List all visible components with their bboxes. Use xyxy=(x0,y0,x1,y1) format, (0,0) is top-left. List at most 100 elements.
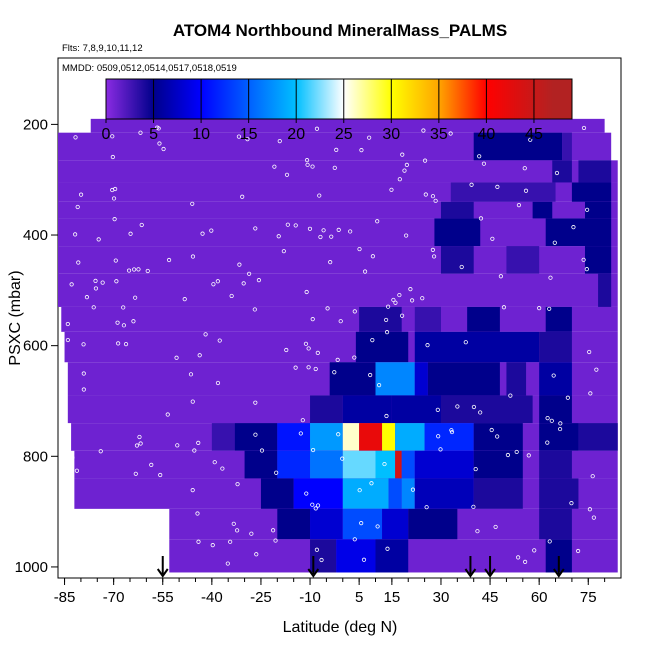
heatmap-cell xyxy=(414,478,474,509)
sample-marker xyxy=(404,162,409,167)
x-tick-label: 45 xyxy=(482,589,499,606)
colorbar-tick-label: 20 xyxy=(287,126,305,143)
sample-marker xyxy=(81,371,86,376)
sample-marker xyxy=(139,222,144,228)
sample-marker xyxy=(81,342,86,347)
sample-marker xyxy=(182,297,187,302)
arrow-head xyxy=(464,568,477,578)
heatmap-band xyxy=(58,201,618,219)
sample-marker xyxy=(328,260,333,265)
colorbar-tick-label: 5 xyxy=(149,126,158,143)
sample-marker xyxy=(475,529,480,534)
heatmap-cell xyxy=(375,362,415,396)
x-tick-label: -70 xyxy=(103,589,125,606)
heatmap-layer xyxy=(58,118,618,573)
heatmap-band xyxy=(58,273,618,307)
sample-marker xyxy=(228,539,233,544)
sample-marker xyxy=(165,412,170,417)
sample-marker xyxy=(352,309,357,314)
sample-marker xyxy=(505,452,511,458)
heatmap-cell xyxy=(310,539,337,573)
colorbar-ticks: 0 5 10 15 20 25 30 35 40 45 xyxy=(102,79,543,143)
sample-marker xyxy=(304,491,309,496)
heatmap-cell xyxy=(310,423,343,451)
heatmap-cell xyxy=(539,423,579,451)
sample-marker xyxy=(285,222,290,227)
heatmap-cell xyxy=(375,539,409,573)
x-tick-label: -25 xyxy=(250,589,272,606)
sample-marker xyxy=(235,482,240,487)
sample-marker xyxy=(409,298,415,303)
sample-marker xyxy=(241,281,246,286)
heatmap-cell xyxy=(450,182,556,202)
x-tick-label: -40 xyxy=(201,589,223,606)
sample-marker xyxy=(313,506,318,511)
heatmap-cell xyxy=(277,508,311,540)
sample-marker xyxy=(493,524,498,530)
sample-marker xyxy=(304,289,309,295)
sample-marker xyxy=(558,421,563,426)
dates-note: MMDD: 0509,0512,0514,0517,0518,0519 xyxy=(62,63,237,74)
heatmap-cell xyxy=(578,423,618,451)
sample-marker xyxy=(73,135,78,140)
x-tick-label: -85 xyxy=(54,589,76,606)
heatmap-cell xyxy=(244,450,278,479)
sample-marker xyxy=(270,528,276,533)
sample-marker xyxy=(400,152,405,157)
sample-marker xyxy=(317,193,322,198)
sample-marker xyxy=(591,515,596,520)
sample-marker xyxy=(385,304,391,309)
colorbar xyxy=(105,78,573,120)
x-tick-label: 5 xyxy=(355,589,363,606)
sample-marker xyxy=(357,246,362,252)
sample-marker xyxy=(545,416,550,421)
sample-marker xyxy=(137,434,142,440)
sample-marker xyxy=(212,460,217,465)
sample-marker xyxy=(114,557,119,563)
sample-marker xyxy=(430,194,436,199)
sample-marker xyxy=(569,501,574,506)
sample-marker xyxy=(235,528,240,533)
sample-marker xyxy=(449,428,454,433)
sample-marker xyxy=(175,443,180,448)
colorbar-tick-label: 45 xyxy=(525,126,543,143)
sample-marker xyxy=(329,234,334,239)
sample-marker xyxy=(306,365,311,370)
sample-marker xyxy=(357,488,362,493)
heatmap-band xyxy=(61,306,618,332)
sample-marker xyxy=(195,511,200,516)
sample-marker xyxy=(325,306,330,311)
sample-marker xyxy=(70,455,75,460)
sample-marker xyxy=(76,260,81,265)
sample-marker xyxy=(281,249,286,254)
colorbar-tick-label: 25 xyxy=(335,126,353,143)
heatmap-cell xyxy=(401,478,415,509)
sample-marker xyxy=(166,257,172,263)
heatmap-cell xyxy=(539,478,579,509)
sample-marker xyxy=(174,355,179,360)
sample-marker xyxy=(404,233,409,238)
sample-marker xyxy=(547,306,552,311)
sample-marker xyxy=(236,134,242,139)
x-tick-label: 15 xyxy=(384,589,401,606)
heatmap-cell xyxy=(375,450,396,479)
colorbar-tick-label: 40 xyxy=(478,126,496,143)
sample-marker xyxy=(110,187,115,193)
sample-marker xyxy=(116,341,121,346)
sample-marker xyxy=(508,393,513,398)
sample-marker xyxy=(84,295,90,300)
sample-marker xyxy=(522,166,527,171)
heatmap-cell xyxy=(382,508,409,540)
heatmap-cell xyxy=(440,395,533,424)
sample-marker xyxy=(240,194,245,199)
heatmap-cell xyxy=(434,218,481,247)
sample-marker xyxy=(319,557,324,563)
heatmap-cell xyxy=(440,246,474,274)
sample-marker xyxy=(587,507,592,512)
sample-marker xyxy=(576,548,581,554)
sample-marker xyxy=(340,456,345,461)
heatmap-cell xyxy=(310,508,343,540)
sample-marker xyxy=(215,279,220,284)
sample-marker xyxy=(303,341,309,346)
